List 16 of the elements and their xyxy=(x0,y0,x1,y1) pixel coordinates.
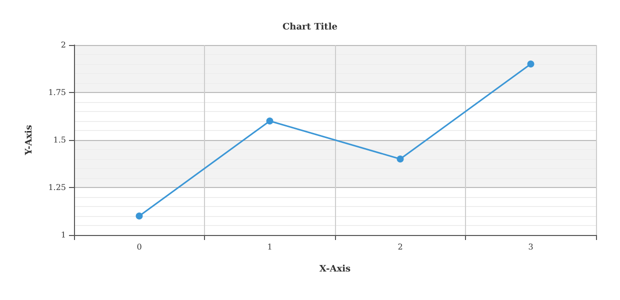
chart-title: Chart Title xyxy=(282,22,338,32)
y-tick-label: 1.25 xyxy=(48,183,66,192)
y-tick-label: 2 xyxy=(60,40,66,50)
x-axis-title: X-Axis xyxy=(319,264,351,274)
x-tick-label: 1 xyxy=(267,242,272,252)
x-tick-label: 0 xyxy=(136,242,142,252)
y-tick-label: 1.5 xyxy=(53,136,66,144)
point xyxy=(266,118,274,124)
y-tick-label: 1 xyxy=(60,230,66,240)
x-tick-label: 3 xyxy=(528,242,534,252)
y-tick-label: 1.75 xyxy=(48,88,66,97)
point xyxy=(136,212,143,220)
y-axis-title: Y-Axis xyxy=(24,124,34,156)
point xyxy=(527,60,534,68)
x-tick-label: 2 xyxy=(398,242,403,252)
point xyxy=(396,156,404,162)
